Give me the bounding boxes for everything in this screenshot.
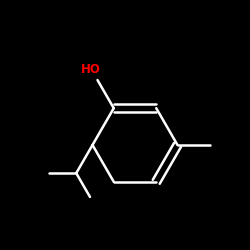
Text: HO: HO [81,63,101,76]
